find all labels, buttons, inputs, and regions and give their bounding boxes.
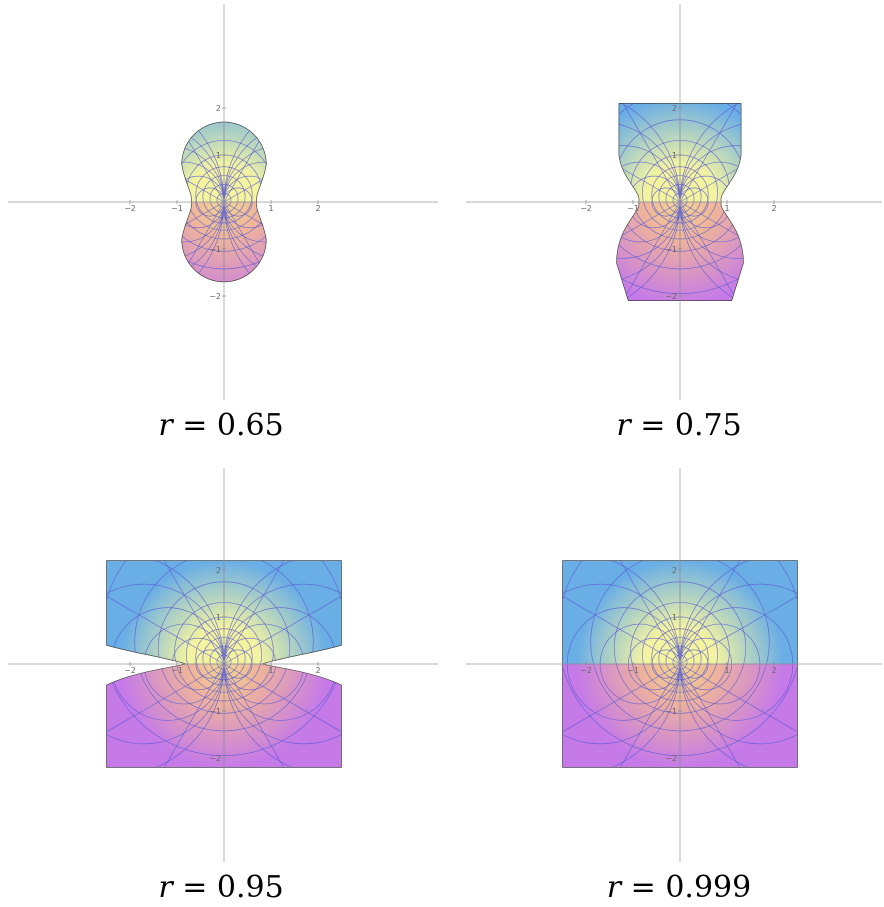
caption-r-075: r = 0.75: [458, 408, 884, 443]
lower-region: [106, 664, 342, 768]
radial-curve: [181, 201, 225, 282]
radial-curve: [679, 201, 744, 297]
x-tick-label: −2: [580, 666, 592, 675]
plot-r-075: −2 −1 1 2 2 1 −1 −2: [466, 4, 882, 400]
radial-curve: [616, 201, 681, 301]
y-tick-label: −1: [665, 707, 677, 716]
radial-curve: [616, 201, 681, 297]
radial-curve: [223, 201, 267, 282]
y-tick-label: −2: [209, 292, 221, 301]
upper-region: [106, 560, 342, 664]
y-tick-label: 2: [216, 566, 221, 575]
y-tick-label: −2: [209, 754, 221, 763]
caption-eq: =: [640, 408, 666, 443]
y-tick-label: 2: [672, 104, 677, 113]
radial-curve: [562, 663, 681, 759]
y-tick-label: −1: [665, 245, 677, 254]
x-tick-label: −1: [171, 666, 183, 675]
x-tick-label: −1: [171, 204, 183, 213]
caption-r-065: r = 0.65: [0, 408, 442, 443]
caption-var: r: [616, 408, 631, 443]
x-tick-label: −1: [627, 666, 639, 675]
radial-curve: [106, 569, 225, 665]
caption-r-095: r = 0.95: [0, 870, 442, 905]
radial-curve: [129, 663, 225, 768]
radial-curve: [585, 663, 681, 768]
y-tick-label: 1: [216, 613, 221, 622]
radial-curve: [616, 107, 681, 203]
panel-r-065: −2 −1 1 2 2 1 −1 −2: [8, 4, 438, 400]
caption-var: r: [158, 870, 173, 905]
radial-curve: [223, 569, 342, 665]
caption-value: 0.999: [665, 870, 752, 905]
radial-curve: [223, 663, 342, 759]
x-tick-label: 1: [724, 204, 729, 213]
caption-eq: =: [182, 870, 208, 905]
region-fill: [562, 560, 798, 768]
lower-region: [181, 202, 267, 282]
x-tick-label: 1: [724, 666, 729, 675]
y-tick-label: −1: [209, 707, 221, 716]
plot-r-065: −2 −1 1 2 2 1 −1 −2: [8, 4, 438, 400]
x-tick-label: −2: [124, 204, 136, 213]
y-tick-label: −2: [665, 292, 677, 301]
radial-curve: [129, 560, 225, 665]
y-tick-label: 1: [672, 151, 677, 160]
radial-curve: [181, 122, 225, 203]
x-tick-label: 2: [315, 204, 320, 213]
region-fill: [106, 560, 342, 768]
x-tick-label: −2: [124, 666, 136, 675]
y-tick-label: 2: [672, 566, 677, 575]
radial-curve: [223, 122, 267, 203]
caption-eq: =: [182, 408, 208, 443]
radial-curve: [616, 103, 681, 203]
x-tick-label: 2: [771, 666, 776, 675]
radial-curve: [679, 107, 744, 203]
y-tick-label: 1: [672, 613, 677, 622]
x-tick-label: 2: [315, 666, 320, 675]
y-tick-label: 2: [216, 104, 221, 113]
panel-r-075: −2 −1 1 2 2 1 −1 −2: [466, 4, 882, 400]
radial-curve: [223, 201, 267, 282]
radial-curve: [223, 122, 267, 203]
radial-curve: [679, 201, 744, 301]
caption-r-0999: r = 0.999: [458, 870, 884, 905]
x-tick-label: −1: [627, 204, 639, 213]
radial-curve: [106, 663, 225, 759]
x-tick-label: 1: [268, 666, 273, 675]
y-tick-label: −2: [665, 754, 677, 763]
x-tick-label: −2: [580, 204, 592, 213]
x-tick-label: 2: [771, 204, 776, 213]
caption-eq: =: [630, 870, 656, 905]
caption-value: 0.65: [216, 408, 284, 443]
x-tick-label: 1: [268, 204, 273, 213]
radial-curve: [223, 663, 319, 768]
caption-var: r: [158, 408, 173, 443]
radial-curve: [679, 663, 798, 759]
radial-curve: [679, 560, 775, 665]
radial-curve: [679, 663, 775, 768]
radial-curve: [679, 569, 798, 665]
panel-r-0999: −2 −1 1 2 2 1 −1 −2: [466, 468, 882, 862]
y-tick-label: −1: [209, 245, 221, 254]
region-outline: [562, 560, 798, 768]
radial-curve: [585, 560, 681, 665]
radial-curve: [181, 201, 225, 282]
panel-r-095: −2 −1 1 2 2 1 −1 −2: [8, 468, 438, 862]
y-tick-label: 1: [216, 151, 221, 160]
caption-value: 0.95: [216, 870, 284, 905]
radial-curve: [223, 560, 319, 665]
caption-var: r: [606, 870, 622, 905]
plot-r-0999: −2 −1 1 2 2 1 −1 −2: [466, 468, 882, 862]
radial-curve: [679, 103, 744, 203]
plot-r-095: −2 −1 1 2 2 1 −1 −2: [8, 468, 438, 862]
radial-curve: [562, 569, 681, 665]
upper-region: [181, 122, 267, 202]
caption-value: 0.75: [674, 408, 742, 443]
radial-curve: [181, 122, 225, 203]
